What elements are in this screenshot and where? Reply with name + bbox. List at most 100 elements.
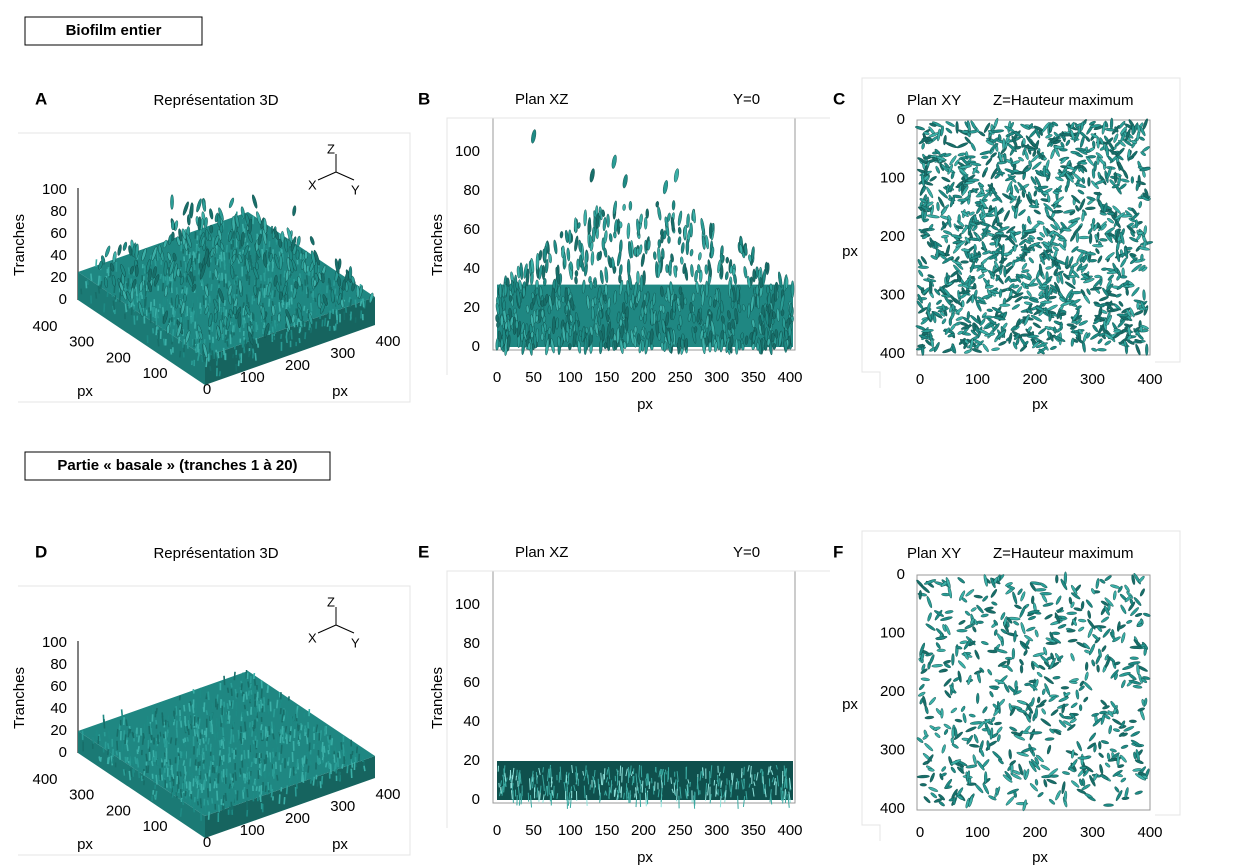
- cell: [228, 700, 232, 706]
- cell: [309, 777, 313, 784]
- cell: [672, 300, 676, 313]
- cell: [266, 750, 269, 758]
- cell: [1085, 156, 1095, 166]
- cell: [134, 264, 139, 277]
- cell: [1026, 290, 1032, 297]
- cell: [559, 766, 562, 781]
- cell: [218, 750, 222, 756]
- cell: [689, 222, 693, 238]
- cell: [283, 270, 286, 278]
- cell: [220, 739, 223, 746]
- cell: [986, 317, 998, 326]
- cell: [604, 266, 609, 284]
- cell: [164, 285, 168, 297]
- cell: [561, 295, 565, 304]
- cell: [125, 739, 128, 745]
- cell: [285, 331, 288, 338]
- z-tick-label: 80: [50, 656, 67, 673]
- cell: [548, 253, 552, 264]
- z-tick-label: 80: [50, 203, 67, 220]
- cell: [1051, 121, 1059, 127]
- cell: [619, 338, 624, 355]
- cell: [536, 787, 539, 798]
- z-tick-label: 60: [50, 678, 67, 695]
- cell: [587, 217, 592, 235]
- cell: [1036, 277, 1043, 287]
- cell: [110, 262, 115, 272]
- cell: [923, 210, 928, 220]
- cell: [730, 288, 735, 303]
- cell: [1015, 318, 1021, 328]
- cell: [1090, 332, 1101, 340]
- cell: [953, 297, 962, 306]
- cell: [1023, 167, 1032, 173]
- cell: [538, 264, 543, 280]
- cell: [599, 338, 603, 355]
- cell: [306, 265, 309, 272]
- cell: [1106, 217, 1115, 224]
- cell: [209, 341, 213, 349]
- cell: [168, 260, 175, 276]
- cell: [183, 293, 187, 303]
- cell: [235, 230, 240, 242]
- cell: [167, 234, 173, 246]
- x-label: px: [637, 849, 653, 866]
- left-tick-label: 200: [106, 349, 131, 366]
- cell: [1073, 164, 1084, 169]
- cell: [189, 735, 192, 742]
- cell: [762, 776, 764, 785]
- cell: [504, 321, 509, 331]
- cell: [996, 330, 1007, 339]
- cell: [228, 783, 232, 789]
- cell: [246, 788, 249, 798]
- panel-subtitle: Z=Hauteur maximum: [993, 545, 1133, 562]
- cell: [1081, 273, 1090, 280]
- cell: [251, 727, 254, 737]
- cell: [184, 330, 191, 344]
- cell: [156, 251, 159, 261]
- cell: [977, 274, 985, 279]
- cell: [159, 273, 163, 279]
- cell: [539, 785, 542, 794]
- cell: [222, 347, 225, 356]
- cell: [920, 173, 925, 187]
- cell: [640, 780, 642, 793]
- cell: [1037, 150, 1044, 160]
- cell: [242, 786, 246, 793]
- cell: [677, 236, 682, 246]
- cell: [616, 327, 620, 344]
- panel-title: Plan XZ: [515, 91, 568, 108]
- cell: [1085, 251, 1097, 256]
- cell: [920, 228, 929, 234]
- cell: [619, 765, 622, 776]
- cell: [950, 171, 955, 180]
- right-tick-label: 200: [285, 357, 310, 374]
- xy-rendering: [914, 117, 1154, 356]
- cell: [530, 314, 535, 328]
- cell: [111, 758, 114, 764]
- panel-letter: C: [833, 89, 845, 108]
- cell: [1135, 343, 1141, 356]
- cell: [175, 287, 178, 295]
- cell: [240, 683, 243, 691]
- cell: [952, 240, 963, 244]
- cell: [209, 248, 215, 257]
- cell: [1053, 145, 1065, 150]
- cell: [1020, 233, 1029, 240]
- cell: [192, 310, 196, 316]
- cell: [279, 734, 282, 744]
- cell: [525, 268, 530, 287]
- cell: [1055, 574, 1059, 584]
- cell: [126, 270, 129, 278]
- cell: [1096, 137, 1100, 149]
- panel-title: Plan XZ: [515, 544, 568, 561]
- cell: [521, 336, 526, 356]
- frame: [446, 117, 830, 375]
- cell: [996, 222, 1003, 227]
- cell: [665, 264, 669, 274]
- cell: [206, 800, 210, 806]
- cell: [204, 284, 209, 297]
- cell: [162, 338, 166, 346]
- cell: [230, 682, 233, 688]
- cell: [669, 281, 674, 296]
